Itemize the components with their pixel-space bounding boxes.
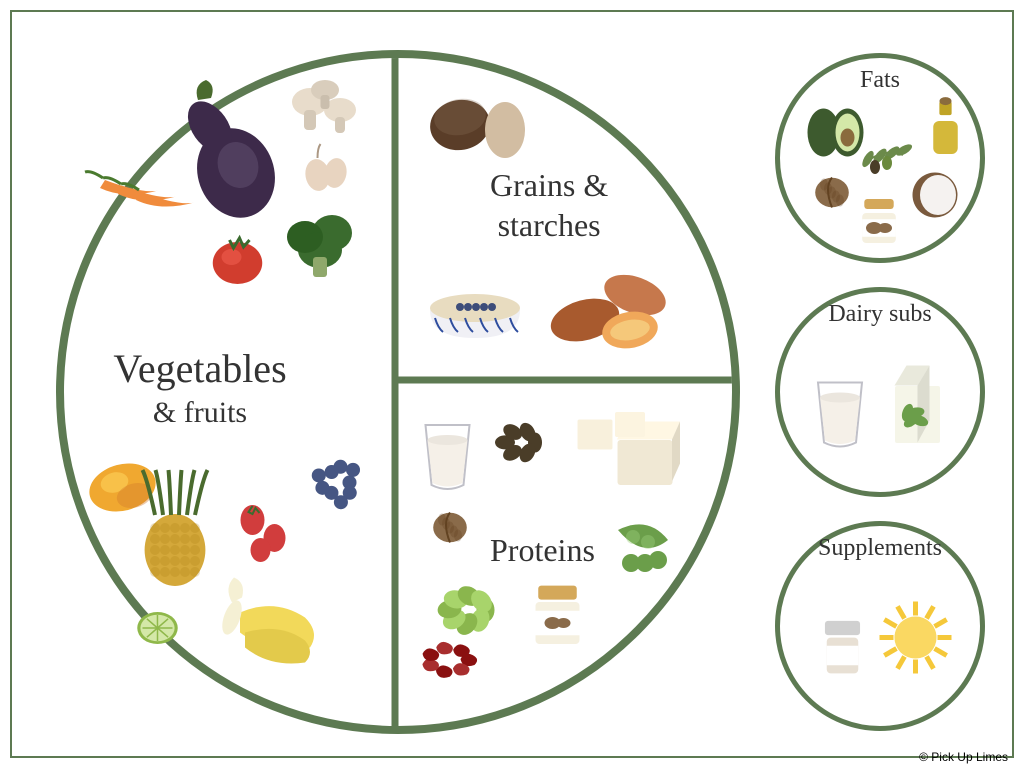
copyright-credit: © Pick Up Limes [919,750,1008,764]
fats-label: Fats [860,65,900,95]
vegetables-fruits-line1: Vegetables [113,344,286,394]
vegetables-fruits-label: Vegetables & fruits [113,344,286,432]
supplements-label: Supplements [818,533,942,563]
proteins-label: Proteins [490,530,595,570]
grains-starches-label: Grains & starches [490,165,608,245]
grains-line2: starches [490,205,608,245]
vegetables-fruits-line2: & fruits [113,394,286,432]
grains-line1: Grains & [490,165,608,205]
dairy-subs-label: Dairy subs [828,299,931,329]
proteins-line1: Proteins [490,530,595,570]
